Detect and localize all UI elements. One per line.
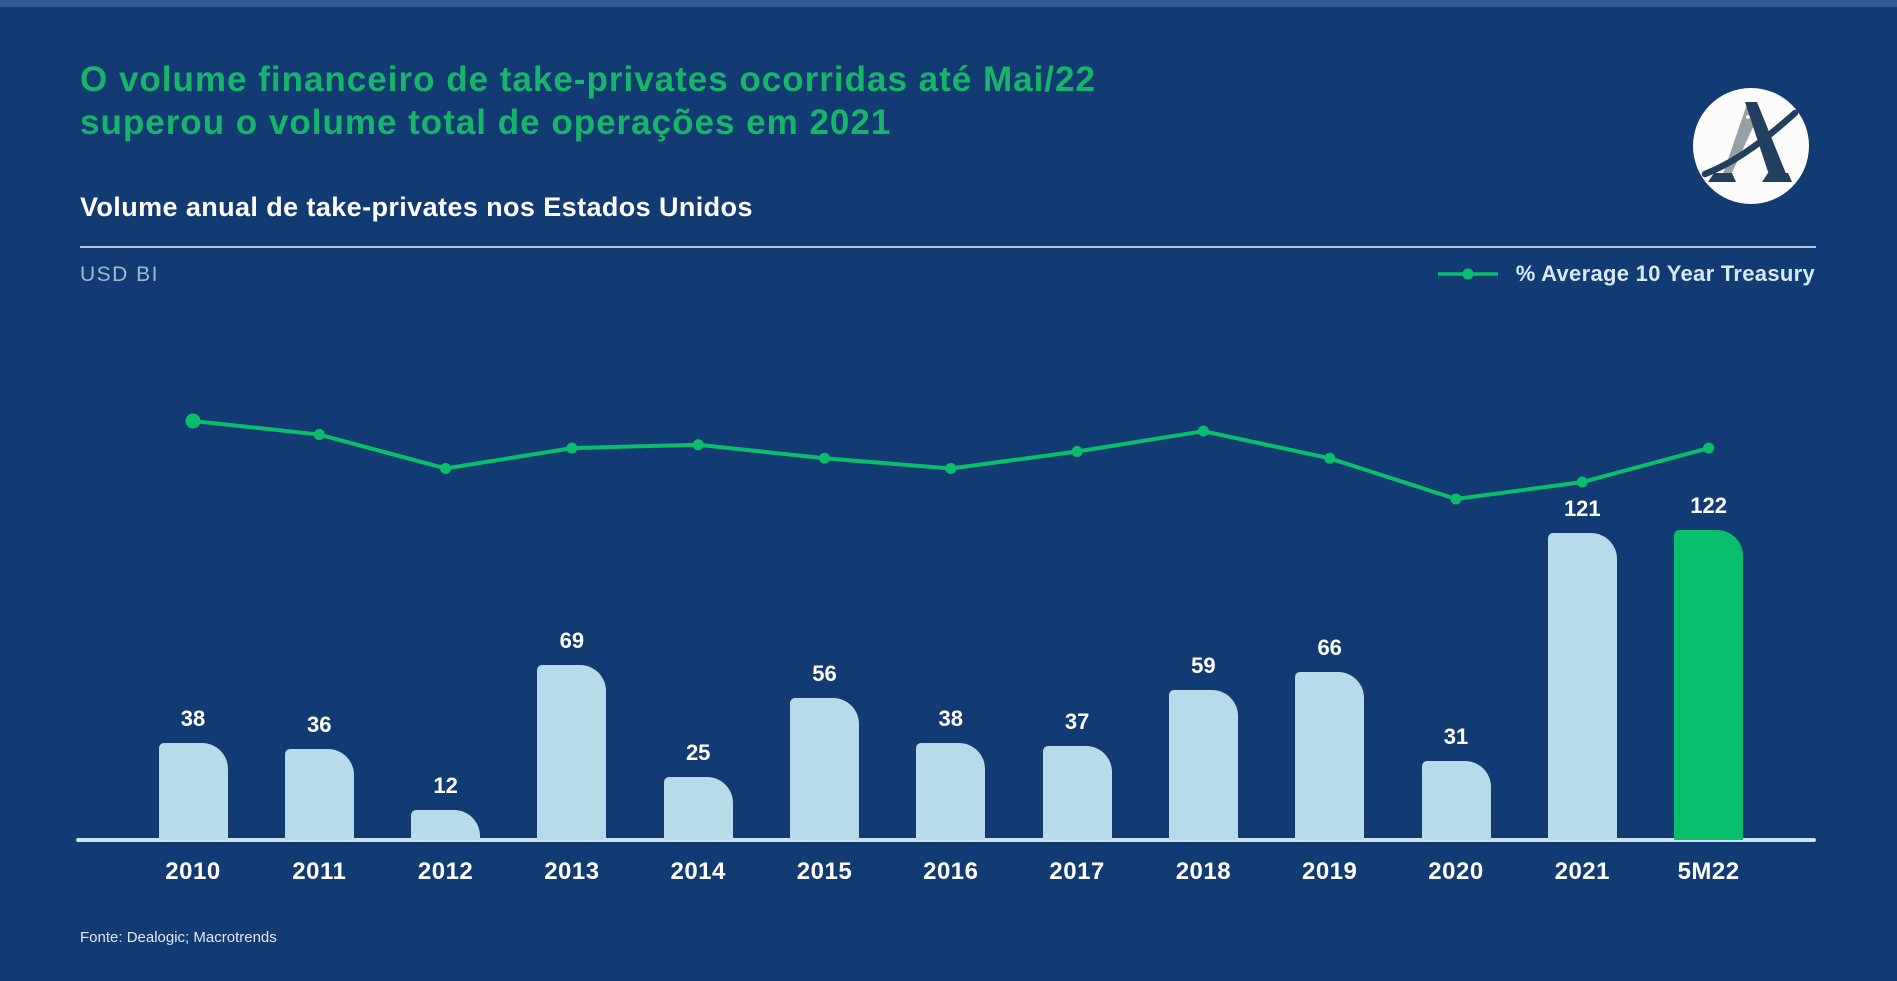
bar-value-label-2019: 66 [1317, 635, 1342, 661]
x-axis-tick-2011: 2011 [292, 858, 347, 885]
top-edge-strip [0, 0, 1897, 7]
page-title-line1: O volume financeiro de take-privates oco… [80, 60, 1096, 99]
bar-value-label-5M22: 122 [1690, 493, 1727, 519]
line-point-2012 [440, 462, 452, 474]
x-axis-tick-2017: 2017 [1049, 858, 1105, 885]
logo-leg-shape [1745, 102, 1789, 181]
bar-value-label-2017: 37 [1064, 709, 1090, 735]
line-series-marker-icon [1437, 268, 1498, 280]
bar-value-label-2010: 38 [180, 706, 206, 732]
bar-2016 [916, 743, 986, 840]
page-title: O volume financeiro de take-privates oco… [80, 58, 1096, 144]
x-axis-tick-2020: 2020 [1428, 858, 1484, 885]
line-point-2020 [1450, 493, 1462, 505]
x-axis-tick-2015: 2015 [796, 858, 853, 885]
logo-swoosh-shape [1701, 109, 1799, 178]
company-logo-monogram-icon [1693, 88, 1809, 204]
bar-2014 [663, 776, 733, 840]
header-separator-line [80, 246, 1816, 248]
x-axis-tick-2021: 2021 [1554, 858, 1610, 885]
x-axis-tick-2018: 2018 [1175, 858, 1232, 885]
bar-value-label-2011: 36 [307, 711, 332, 737]
bar-2015 [790, 697, 859, 840]
line-point-2010 [185, 413, 201, 429]
bar-5M22 [1674, 530, 1744, 840]
bar-value-label-2018: 59 [1191, 653, 1216, 679]
line-point-2018 [1197, 425, 1209, 437]
line-point-2021 [1576, 476, 1588, 488]
source-note: Fonte: Dealogic; Macrotrends [80, 929, 277, 946]
line-point-2013 [566, 442, 578, 454]
chart-subtitle: Volume anual de take-privates nos Estado… [80, 192, 753, 222]
line-point-2019 [1324, 452, 1336, 464]
x-axis-tick-2010: 2010 [165, 858, 221, 885]
line-point-5M22 [1703, 442, 1715, 454]
bar-2020 [1421, 761, 1491, 840]
x-axis-tick-2013: 2013 [544, 858, 600, 885]
bar-value-label-2013: 69 [559, 627, 585, 653]
bar-2017 [1042, 746, 1112, 840]
bar-value-label-2021: 121 [1563, 495, 1601, 521]
bar-value-label-2020: 31 [1443, 724, 1469, 750]
x-axis-tick-2012: 2012 [417, 858, 474, 885]
line-point-2015 [819, 452, 830, 464]
bar-2010 [158, 743, 228, 840]
bar-2019 [1295, 672, 1365, 840]
x-axis-tick-2019: 2019 [1301, 858, 1358, 885]
bar-2018 [1168, 690, 1238, 840]
bar-2013 [537, 664, 607, 840]
page-title-line2: superou o volume total de operações em 2… [80, 103, 892, 142]
line-point-2017 [1071, 446, 1083, 458]
bar-value-label-2014: 25 [685, 739, 711, 765]
bar-value-label-2016: 38 [938, 706, 964, 732]
bar-2012 [411, 809, 481, 840]
legend-treasury: % Average 10 Year Treasury [1436, 261, 1815, 287]
bar-2021 [1547, 532, 1617, 840]
line-point-2014 [692, 439, 704, 451]
bar-value-label-2012: 12 [433, 772, 458, 798]
line-point-2016 [945, 462, 957, 474]
line-point-2011 [313, 429, 325, 441]
x-axis-baseline [76, 838, 1816, 842]
legend-label: % Average 10 Year Treasury [1515, 261, 1815, 286]
x-axis-tick-5M22: 5M22 [1677, 858, 1740, 885]
x-axis-tick-2014: 2014 [670, 858, 726, 885]
x-axis-tick-2016: 2016 [923, 858, 979, 885]
bar-2011 [284, 748, 354, 840]
y-axis-unit-label: USD BI [80, 263, 160, 286]
bar-value-label-2015: 56 [812, 660, 837, 686]
